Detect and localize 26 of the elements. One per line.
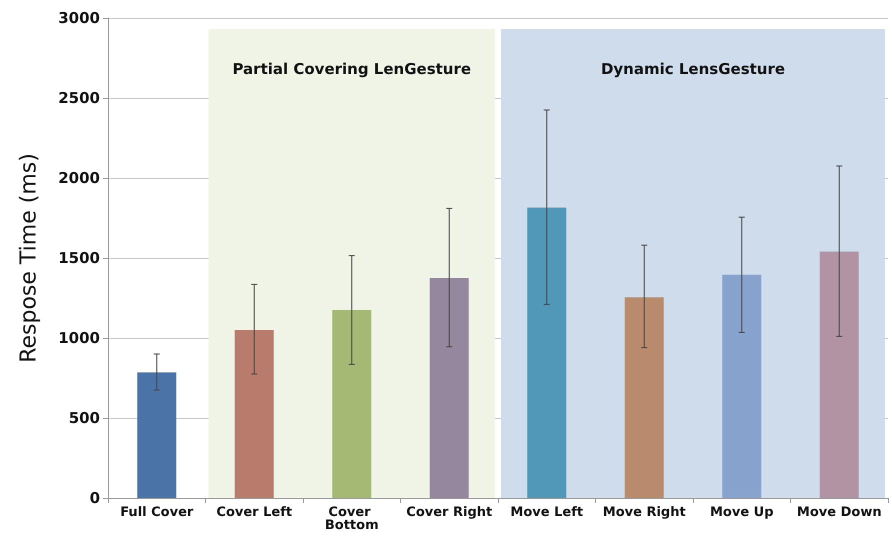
y-tick-label: 0: [90, 489, 100, 507]
x-tick-label: Move Down: [796, 505, 882, 520]
x-tick-label: Full Cover: [120, 505, 194, 520]
y-tick-label: 2000: [58, 169, 100, 187]
x-tick-label: Cover Left: [216, 505, 292, 520]
y-tick-label: 500: [68, 409, 100, 427]
y-tick-label: 2500: [58, 89, 100, 107]
y-axis-title: Respose Time (ms): [16, 153, 42, 363]
bar: [820, 252, 859, 498]
band-label: Partial Covering LenGesture: [232, 60, 472, 78]
bar: [722, 274, 762, 498]
y-tick-label: 3000: [58, 9, 100, 27]
bar: [527, 208, 566, 498]
y-tick-label: 1000: [58, 329, 100, 347]
x-tick-label: Cover Bottom: [324, 505, 379, 533]
bar: [234, 330, 274, 498]
y-tick-label: 1500: [58, 249, 100, 267]
x-tick-label: Move Right: [602, 505, 686, 520]
band-label: Dynamic LensGesture: [600, 60, 786, 78]
x-tick-label: Move Up: [710, 505, 774, 520]
bar: [137, 372, 176, 498]
bar: [430, 278, 469, 498]
x-tick-label: Cover Right: [406, 505, 492, 520]
bar: [332, 310, 372, 498]
bar: [624, 297, 664, 498]
x-tick-label: Move Left: [510, 505, 584, 520]
